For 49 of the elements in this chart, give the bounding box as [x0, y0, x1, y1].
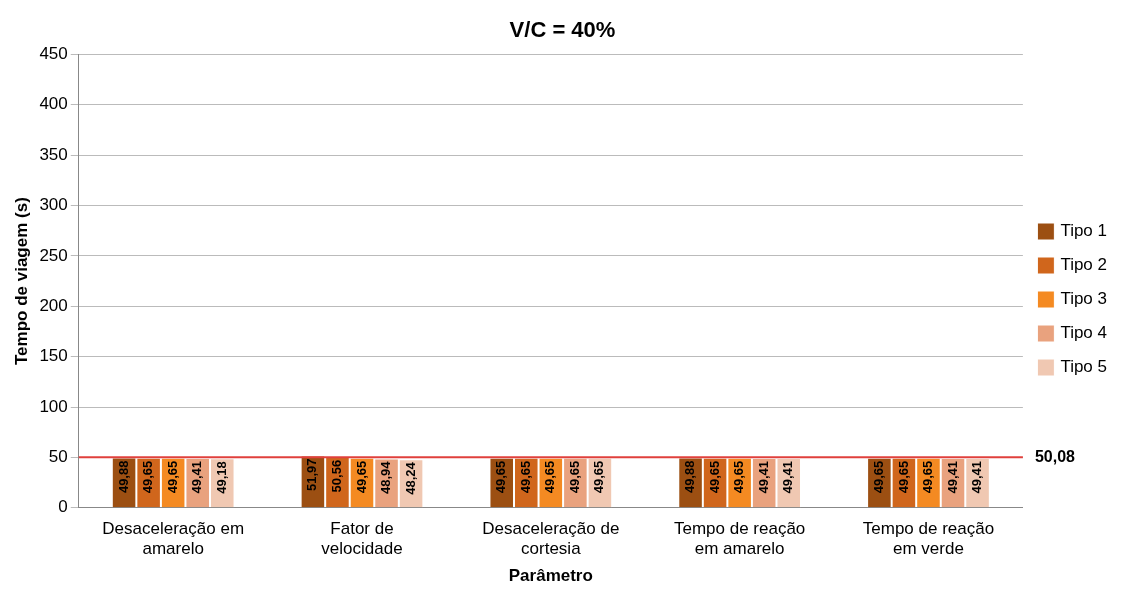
data-label: 49,41 — [969, 461, 985, 494]
data-label: 49,41 — [780, 461, 796, 494]
data-label: 49,65 — [895, 460, 911, 494]
y-tick-label: 250 — [39, 245, 68, 265]
x-tick-label: Tempo de reação em amarelo — [673, 518, 806, 559]
data-label: 51,97 — [304, 458, 320, 491]
y-tick-label: 200 — [39, 295, 68, 315]
data-label: 49,41 — [944, 461, 960, 494]
y-tick-label: 450 — [39, 44, 68, 64]
y-axis-title: Tempo de viagem (s) — [11, 197, 31, 366]
data-label: 49,65 — [164, 460, 180, 494]
data-label: 50,56 — [329, 459, 345, 493]
x-tick-label: Fator de velocidade — [321, 518, 403, 559]
data-label: 49,65 — [920, 460, 936, 494]
y-tick-label: 100 — [39, 396, 68, 416]
y-tick-label: 50 — [48, 447, 68, 467]
x-tick-label: Tempo de reação em verde — [862, 518, 995, 559]
data-label: 49,65 — [706, 460, 722, 494]
x-axis-title: Parâmetro — [508, 566, 593, 586]
data-label: 49,41 — [189, 461, 205, 494]
y-tick-label: 150 — [39, 346, 68, 366]
data-label: 48,94 — [378, 460, 394, 495]
x-tick-label: Desaceleração em amarelo — [102, 518, 245, 559]
data-label: 49,88 — [115, 460, 131, 494]
y-tick-label: 350 — [39, 144, 68, 164]
y-tick-label: 300 — [39, 195, 68, 215]
data-label: 49,65 — [542, 460, 558, 494]
data-label: 49,65 — [566, 460, 582, 494]
data-label: 49,65 — [493, 460, 509, 494]
data-label: 49,88 — [682, 460, 698, 494]
x-tick-label: Desaceleração de cortesia — [482, 518, 620, 559]
y-tick-label: 400 — [39, 94, 68, 114]
legend-label: Tipo 4 — [1060, 323, 1108, 343]
legend-label: Tipo 5 — [1060, 357, 1108, 377]
legend-label: Tipo 1 — [1060, 221, 1108, 241]
chart-title: V/C = 40% — [509, 17, 616, 43]
legend-label: Tipo 2 — [1060, 255, 1108, 275]
data-label: 49,65 — [591, 460, 607, 494]
legend-label: Tipo 3 — [1060, 289, 1108, 309]
data-label: 48,24 — [402, 461, 418, 495]
data-label: 49,65 — [140, 460, 156, 494]
data-label: 49,41 — [755, 461, 771, 494]
data-label: 49,65 — [353, 460, 369, 494]
ref-line-label: 50,08 — [1034, 447, 1076, 465]
data-label: 49,65 — [870, 460, 886, 494]
data-label: 49,65 — [517, 460, 533, 494]
data-label: 49,65 — [731, 460, 747, 494]
y-tick-label: 0 — [58, 497, 68, 517]
data-label: 49,18 — [213, 461, 229, 494]
